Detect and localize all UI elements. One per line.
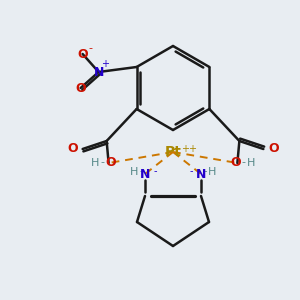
Text: N: N [93,65,104,79]
Text: H: H [208,167,216,177]
Text: O: O [77,47,88,61]
Text: O: O [268,142,279,155]
Text: O: O [75,82,86,94]
Text: -: - [153,166,157,176]
Text: Pt: Pt [165,145,182,159]
Text: O: O [105,157,116,169]
Text: H: H [247,158,256,168]
Text: N: N [140,167,150,181]
Text: -: - [189,166,193,176]
Text: -: - [242,157,245,167]
Text: H: H [90,158,99,168]
Text: +: + [100,59,109,69]
Text: N: N [196,167,206,181]
Text: O: O [67,142,78,155]
Text: O: O [230,157,241,169]
Text: -: - [100,157,105,167]
Text: -: - [88,43,93,53]
Text: H: H [130,167,138,177]
Text: ++: ++ [181,144,197,154]
Text: -: - [203,166,207,176]
Text: -: - [139,166,143,176]
